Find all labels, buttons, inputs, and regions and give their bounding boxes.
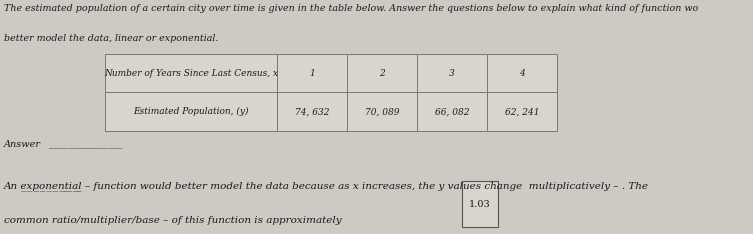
Text: An e̲x̲p̲o̲n̲e̲n̲t̲i̲a̲l̲ – function would better model the data because as x in: An e̲x̲p̲o̲n̲e̲n̲t̲i̲a̲l̲ – function wou… — [4, 181, 649, 191]
Text: 1: 1 — [309, 69, 315, 78]
Text: Estimated Population, (y): Estimated Population, (y) — [133, 107, 249, 116]
Text: Answer: Answer — [4, 140, 41, 149]
Bar — [347, 92, 417, 131]
Bar — [105, 92, 277, 131]
Text: 70, 089: 70, 089 — [365, 107, 399, 116]
Bar — [487, 54, 557, 92]
Bar — [462, 181, 498, 227]
Text: 62, 241: 62, 241 — [505, 107, 539, 116]
Text: _______________: _______________ — [49, 140, 122, 149]
Bar — [417, 54, 487, 92]
Bar — [277, 92, 347, 131]
Text: better model the data, linear or exponential.: better model the data, linear or exponen… — [4, 34, 218, 43]
Text: 1.03: 1.03 — [469, 200, 490, 209]
Text: 4: 4 — [520, 69, 525, 78]
Text: 74, 632: 74, 632 — [295, 107, 329, 116]
Text: common ratio/multiplier/base – of this function is approximately: common ratio/multiplier/base – of this f… — [4, 216, 345, 225]
Bar — [487, 92, 557, 131]
Bar — [347, 54, 417, 92]
Text: 2: 2 — [380, 69, 385, 78]
Bar — [105, 54, 277, 92]
Text: Number of Years Since Last Census, x: Number of Years Since Last Census, x — [104, 69, 279, 78]
Text: 3: 3 — [450, 69, 455, 78]
Bar — [417, 92, 487, 131]
Text: 66, 082: 66, 082 — [435, 107, 469, 116]
Bar — [277, 54, 347, 92]
Text: The estimated population of a certain city over time is given in the table below: The estimated population of a certain ci… — [4, 4, 698, 12]
